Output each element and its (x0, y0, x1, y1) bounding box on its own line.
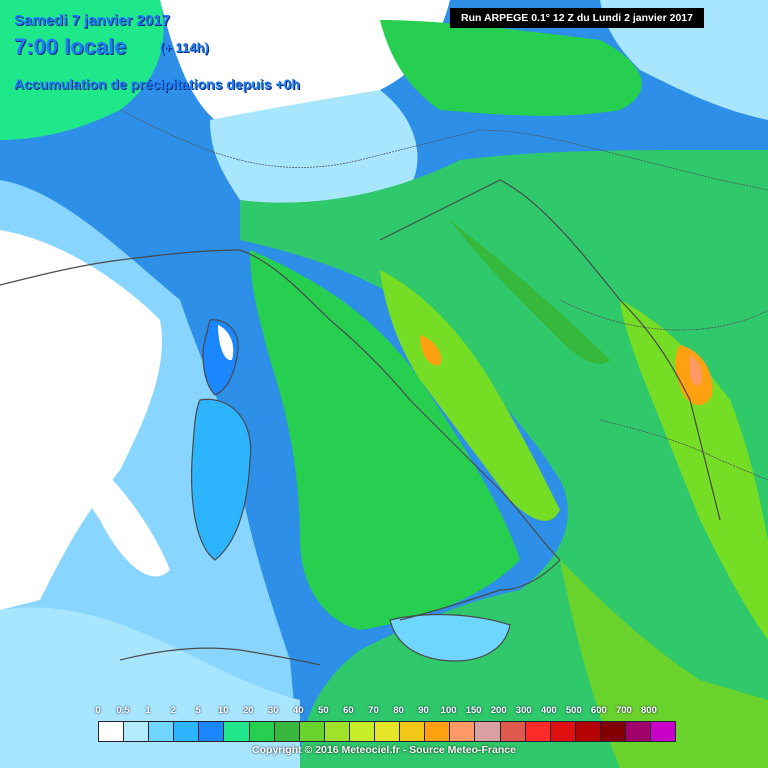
legend-swatch (149, 722, 175, 741)
legend-swatch (400, 722, 426, 741)
north-light-zone (210, 90, 418, 212)
balkan-high-band (620, 300, 768, 640)
legend-swatch (324, 722, 350, 741)
legend-tick-label: 0.5 (116, 705, 130, 716)
legend-swatch (500, 722, 526, 741)
legend-swatch (550, 722, 576, 741)
legend-tick-label: 5 (195, 705, 201, 716)
legend-swatch (575, 722, 601, 741)
central-green-mass (250, 250, 520, 630)
legend-tick-label: 150 (465, 705, 482, 716)
copyright-text: Copyright © 2016 Meteociel.fr - Source M… (252, 744, 516, 756)
legend-swatch (525, 722, 551, 741)
sicily-island (390, 614, 510, 661)
legend-swatch (299, 722, 325, 741)
legend-swatch (375, 722, 401, 741)
legend-swatch (174, 722, 200, 741)
legend-tick-label: 200 (490, 705, 507, 716)
forecast-step: (+ 114h) (160, 40, 209, 55)
east-yellowgreen-band (560, 560, 768, 768)
legend-swatch (651, 722, 676, 741)
west-sea-dry-streak (67, 440, 170, 577)
legend-swatch (124, 722, 150, 741)
legend-swatch (349, 722, 376, 741)
balkan-pink-cell (689, 355, 702, 386)
coastlines (0, 179, 721, 666)
italy-balkans-green-mass (240, 150, 768, 768)
west-sea-dry-zone (0, 230, 162, 610)
legend-swatch (274, 722, 300, 741)
legend-tick-label: 300 (515, 705, 532, 716)
legend-tick-label: 500 (565, 705, 582, 716)
legend-tick-label: 1 (145, 705, 151, 716)
legend-tick-label: 700 (615, 705, 632, 716)
legend-swatch (475, 722, 501, 741)
run-info-box: Run ARPEGE 0.1° 12 Z du Lundi 2 janvier … (450, 8, 704, 28)
legend-tick-label: 600 (590, 705, 607, 716)
legend-tick-label: 40 (293, 705, 304, 716)
adriatic-sea-green (450, 220, 610, 364)
italy-orange-cell (420, 335, 442, 366)
legend-tick-label: 20 (242, 705, 254, 716)
legend-tick-label: 70 (368, 705, 379, 716)
legend-swatch (450, 722, 476, 741)
north-green-band (0, 0, 164, 140)
legend-tick-label: 0 (95, 705, 101, 716)
legend-swatch (625, 722, 652, 741)
legend-swatch (249, 722, 275, 741)
italy-high-band (380, 270, 560, 521)
legend-tick-label: 2 (170, 705, 176, 716)
legend-tick-label: 400 (540, 705, 557, 716)
legend-tick-label: 80 (393, 705, 404, 716)
legend-tick-label: 800 (641, 705, 657, 716)
legend-tick-label: 60 (343, 705, 354, 716)
corsica-dry-zone (218, 325, 234, 361)
borders (119, 109, 768, 481)
legend-tick-label: 30 (268, 705, 279, 716)
forecast-time: 7:00 locale (14, 34, 127, 59)
legend-swatch (425, 722, 451, 741)
legend-swatch (199, 722, 225, 741)
legend-tick-label: 90 (418, 705, 429, 716)
map-subtitle: Accumulation de précipitations depuis +0… (14, 76, 300, 92)
legend-swatch (224, 722, 250, 741)
legend-tick-label: 50 (318, 705, 329, 716)
legend-color-bar (98, 721, 676, 742)
legend-swatch (99, 722, 125, 741)
north-east-light-zone (600, 0, 768, 120)
legend-tick-label: 10 (217, 705, 229, 716)
legend-tick-label: 100 (440, 705, 457, 716)
legend-swatch (600, 722, 626, 741)
sardinia-island (191, 399, 251, 560)
legend-labels: 0 0.5 1 2 5 10 20 30 40 50 60 70 80 90 100 150 200 300 400… (0, 705, 768, 719)
north-dry-zone (160, 0, 450, 130)
forecast-date: Samedi 7 janvier 2017 (14, 12, 170, 29)
alps-green-band (380, 20, 642, 116)
